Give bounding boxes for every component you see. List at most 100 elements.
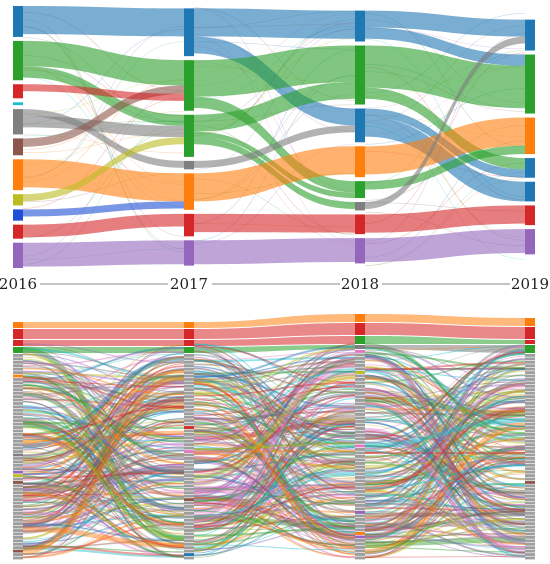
bottom-minor-node [184,549,194,553]
bottom-flow-link [364,459,526,531]
bottom-flow-link [364,346,526,399]
bottom-flow-link [22,405,185,548]
top-node [184,173,194,210]
bottom-flow-link [193,348,356,402]
bottom-flow-link [364,401,526,526]
bottom-flow-link [193,343,356,512]
top-node [355,181,365,199]
bottom-flow-link [193,459,356,551]
bottom-flow-link [22,398,185,462]
bottom-major-node [355,323,365,335]
bottom-flow-link [22,367,185,413]
bottom-flow-link [193,462,356,545]
bottom-flow-link [364,517,526,547]
bottom-flow-link [22,436,185,534]
bottom-flow-link [364,368,526,551]
bottom-minor-node [525,460,535,464]
bottom-minor-node [184,470,194,474]
bottom-flow-link [364,377,526,456]
bottom-flow-link [193,487,356,510]
bottom-flow-link [193,487,356,505]
bottom-flow-link [364,354,526,544]
top-node [525,205,535,226]
bottom-flow-link [364,369,526,558]
bottom-flow-link [364,527,526,544]
bottom-major-flow [365,314,525,326]
bottom-flow-link [364,351,526,432]
bottom-major-flow [23,322,184,328]
bottom-flow-link [364,395,526,532]
bottom-flow-link [193,363,356,394]
bottom-flow-link [364,413,526,469]
bottom-minor-node [355,458,365,462]
bottom-flow-link [22,514,185,527]
bottom-flow-link [364,400,526,489]
bottom-flow-link [193,367,356,489]
bottom-flow-link [193,358,356,473]
bottom-flow-link [364,412,526,514]
bottom-minor-node [184,532,194,536]
bottom-flow-link [22,356,185,399]
bottom-flow-link [22,466,185,495]
bottom-minor-node [13,391,23,395]
bottom-flow-link [364,363,526,541]
bottom-flow-link [22,393,185,476]
bottom-minor-node [525,388,535,392]
bottom-flow-link [364,389,526,493]
bottom-flow-link [193,433,356,533]
bottom-minor-node [525,371,535,374]
bottom-flow-link [193,354,356,433]
bottom-minor-node [13,535,23,539]
bottom-flow-link [193,357,356,378]
bottom-flow-link [22,372,185,379]
bottom-flow-link [193,387,356,438]
bottom-flow-link [364,368,526,444]
bottom-flow-link [22,509,185,543]
bottom-flow-link [22,436,185,511]
bottom-flow-link [364,347,526,462]
bottom-flow-link [193,451,356,507]
bottom-flow-link [364,355,526,525]
bottom-minor-node [525,384,535,388]
bottom-flow-link [22,401,185,545]
bottom-flow-link [364,348,526,428]
bottom-flow-link [22,359,185,461]
top-flow-link [23,84,184,101]
bottom-flow-link [364,370,526,511]
bottom-minor-node [355,539,365,542]
bottom-flow-link [364,427,526,559]
bottom-flow-link [22,417,185,490]
bottom-flow-link [193,425,356,532]
bottom-major-node [355,314,365,322]
bottom-flow-link [22,446,185,550]
bottom-minor-node [525,508,535,512]
bottom-flow-link [22,421,185,511]
bottom-flow-link [364,447,526,484]
bottom-flow-link [364,445,526,493]
bottom-flow-link [22,507,185,558]
bottom-flow-link [364,344,526,471]
bottom-flow-link [193,345,356,379]
bottom-flow-link [22,495,185,530]
bottom-flow-link [22,353,185,438]
bottom-minor-node [13,494,23,498]
bottom-flow-link [364,376,526,489]
bottom-minor-node [355,518,365,521]
bottom-minor-node [525,450,535,453]
bottom-minor-node [13,453,23,457]
bottom-minor-node [355,493,365,497]
top-flow-link [194,213,355,233]
bottom-minor-node [355,465,365,469]
bottom-flow-link [364,490,526,545]
bottom-flow-link [193,453,356,468]
bottom-flow-link [193,379,356,482]
top-flow-link [194,125,355,168]
bottom-flow-link [364,532,526,538]
bottom-minor-node [525,518,535,522]
bottom-minor-node [13,477,23,481]
bottom-flow-link [193,486,356,498]
bottom-flow-link [193,383,356,479]
bottom-flow-link [22,434,185,479]
top-flow-link [365,45,525,108]
top-node [355,146,365,178]
